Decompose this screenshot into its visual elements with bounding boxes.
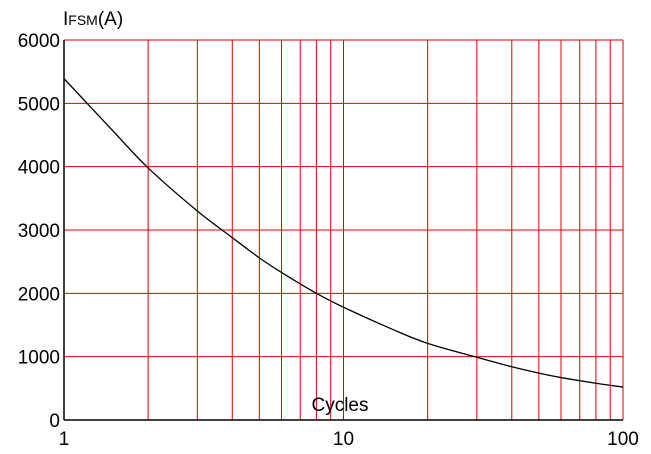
x-tick-label: 1: [59, 429, 70, 449]
x-axis-title: Cycles: [311, 395, 368, 416]
x-tick-label: 10: [333, 429, 354, 449]
y-tick-labels: 0 1000 2000 3000 4000 5000 6000: [18, 31, 60, 432]
y-tick-label: 5000: [18, 94, 60, 115]
series-line-0: [63, 78, 624, 388]
y-axis-title: IFSM(A): [63, 9, 123, 30]
x-tick-label: 100: [607, 429, 639, 449]
y-tick-label: 0: [49, 411, 60, 432]
y-tick-label: 4000: [18, 158, 60, 179]
y-tick-label: 6000: [18, 31, 60, 52]
y-tick-label: 3000: [18, 221, 60, 242]
y-axis-title-sub: FSM: [68, 12, 98, 28]
y-axis-title-main: I: [63, 9, 68, 30]
curve-layer: [63, 78, 624, 388]
major-gridlines: [63, 39, 624, 421]
y-tick-label: 1000: [18, 348, 60, 369]
y-tick-label: 2000: [18, 284, 60, 305]
y-axis-title-unit: (A): [98, 9, 123, 30]
x-tick-labels: 1 10 100: [59, 429, 639, 450]
